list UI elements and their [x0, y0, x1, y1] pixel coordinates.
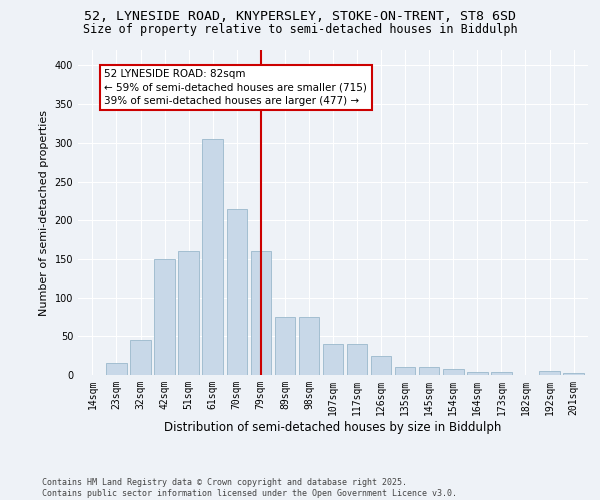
Text: 52, LYNESIDE ROAD, KNYPERSLEY, STOKE-ON-TRENT, ST8 6SD: 52, LYNESIDE ROAD, KNYPERSLEY, STOKE-ON-…	[84, 10, 516, 23]
Bar	[347, 344, 367, 375]
Bar	[443, 369, 464, 375]
Text: 52 LYNESIDE ROAD: 82sqm
← 59% of semi-detached houses are smaller (715)
39% of s: 52 LYNESIDE ROAD: 82sqm ← 59% of semi-de…	[104, 70, 367, 106]
Bar	[202, 139, 223, 375]
Bar	[419, 368, 439, 375]
Bar	[299, 317, 319, 375]
Bar	[371, 356, 391, 375]
X-axis label: Distribution of semi-detached houses by size in Biddulph: Distribution of semi-detached houses by …	[164, 420, 502, 434]
Bar	[563, 372, 584, 375]
Bar	[467, 372, 488, 375]
Bar	[395, 368, 415, 375]
Bar	[227, 208, 247, 375]
Text: Size of property relative to semi-detached houses in Biddulph: Size of property relative to semi-detach…	[83, 22, 517, 36]
Y-axis label: Number of semi-detached properties: Number of semi-detached properties	[39, 110, 49, 316]
Text: Contains HM Land Registry data © Crown copyright and database right 2025.
Contai: Contains HM Land Registry data © Crown c…	[42, 478, 457, 498]
Bar	[251, 251, 271, 375]
Bar	[178, 251, 199, 375]
Bar	[275, 317, 295, 375]
Bar	[323, 344, 343, 375]
Bar	[539, 371, 560, 375]
Bar	[106, 364, 127, 375]
Bar	[130, 340, 151, 375]
Bar	[154, 259, 175, 375]
Bar	[491, 372, 512, 375]
